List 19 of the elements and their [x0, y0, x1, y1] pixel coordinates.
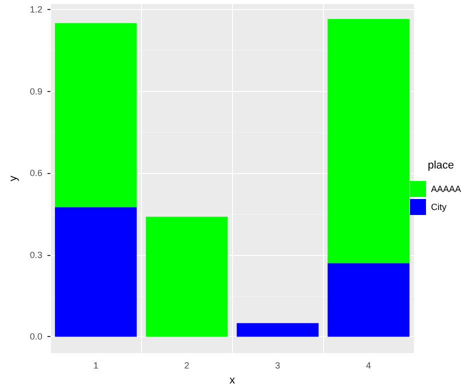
bar [328, 263, 410, 337]
x-tick-label: 2 [184, 360, 190, 371]
x-tick-label: 4 [366, 360, 372, 371]
legend-label: City [430, 202, 447, 212]
bar [54, 207, 137, 337]
y-tick-label: 0.0 [30, 332, 42, 342]
bar [236, 323, 319, 337]
y-tick-label: 1.2 [30, 4, 42, 14]
bar [146, 216, 228, 337]
bar [54, 23, 137, 208]
y-tick-label: 0.6 [30, 168, 42, 178]
x-axis-title: x [229, 374, 236, 386]
y-tick-label: 0.3 [30, 250, 42, 260]
legend-title: place [428, 160, 454, 172]
y-tick-label: 0.9 [30, 86, 42, 96]
y-axis-title: y [8, 175, 20, 182]
x-tick-label: 3 [275, 360, 280, 371]
x-tick-label: 1 [93, 360, 98, 371]
legend-label: AAAAA [430, 184, 461, 194]
